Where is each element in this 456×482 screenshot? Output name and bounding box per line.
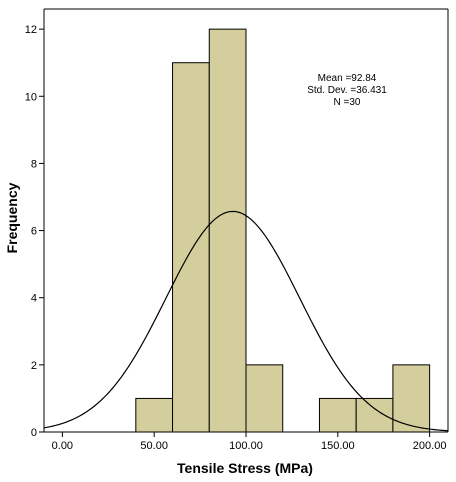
y-tick-label: 0 [31, 427, 37, 439]
stats-n: N =30 [334, 97, 361, 108]
histogram-bar-3 [245, 364, 284, 433]
ticks-group: 0.00 50.00 100.00 150.00 200.00 0 2 4 6 8 10 12 [25, 24, 447, 452]
histogram-bar-1 [172, 62, 210, 433]
x-tick-label: 150.00 [321, 440, 355, 452]
y-axis-title: Frequency [4, 182, 20, 253]
stats-mean: Mean =92.84 [318, 73, 377, 84]
histogram-bar-4 [318, 397, 357, 433]
y-tick-label: 10 [25, 91, 37, 103]
histogram-bar-5 [355, 397, 394, 433]
histogram-bar-2 [208, 28, 247, 433]
y-tick-label: 6 [31, 226, 37, 238]
histogram-bar-0 [135, 397, 174, 433]
x-tick-label: 0.00 [52, 440, 73, 452]
stats-std-dev: Std. Dev. =36.431 [307, 85, 387, 96]
bars-group [135, 28, 431, 433]
y-tick-label: 8 [31, 158, 37, 170]
x-tick-label: 200.00 [413, 440, 447, 452]
normal-curve [43, 210, 449, 432]
x-tick-label: 50.00 [140, 440, 168, 452]
x-axis-title: Tensile Stress (MPa) [177, 460, 313, 476]
curve-group [43, 210, 449, 432]
y-tick-label: 2 [31, 360, 37, 372]
y-tick-label: 4 [31, 293, 37, 305]
x-tick-label: 100.00 [229, 440, 263, 452]
y-tick-label: 12 [25, 24, 37, 36]
